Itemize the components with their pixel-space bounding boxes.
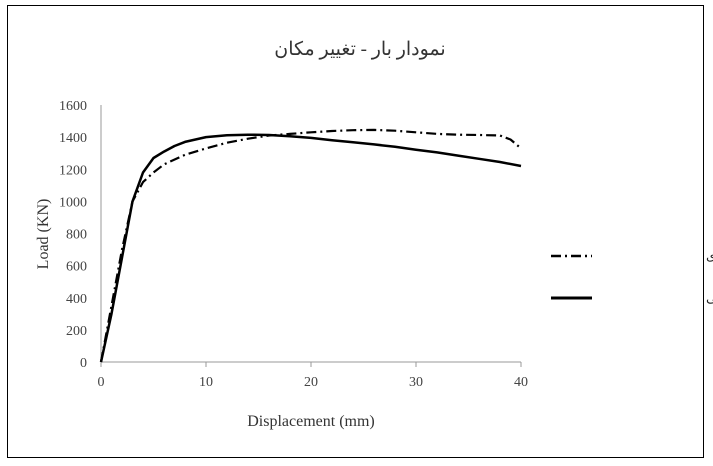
legend-label-2: نمونه آزمایشگاهی xyxy=(706,289,713,306)
y-tick-label: 1400 xyxy=(59,131,87,146)
y-tick-label: 0 xyxy=(80,356,87,371)
x-tick-label: 20 xyxy=(304,375,318,390)
y-tick-label: 1200 xyxy=(59,163,87,178)
series-lines xyxy=(99,128,522,363)
chart-frame xyxy=(7,5,704,458)
y-tick-label: 400 xyxy=(66,292,87,307)
y-axis-label: Load (KN) xyxy=(35,199,52,270)
series-line-2 xyxy=(99,133,522,363)
y-tick-label: 1600 xyxy=(59,99,87,114)
chart-title: نمودار بار - تغییر مکان xyxy=(274,39,445,60)
y-tick-label: 1000 xyxy=(59,195,87,210)
y-tick-label: 200 xyxy=(66,324,87,339)
y-tick-label: 800 xyxy=(66,228,87,243)
x-axis-label: Displacement (mm) xyxy=(247,413,375,430)
x-tick-label: 0 xyxy=(98,375,105,390)
x-tick-label: 10 xyxy=(199,375,213,390)
x-tick-label: 40 xyxy=(514,375,528,390)
y-tick-label: 600 xyxy=(66,260,87,275)
x-tick-label: 30 xyxy=(409,375,423,390)
legend-label-1: نمونه عددی xyxy=(706,248,713,264)
series-line-1 xyxy=(99,128,522,363)
legend: نمونه عددی نمونه آزمایشگاهی xyxy=(551,248,713,306)
